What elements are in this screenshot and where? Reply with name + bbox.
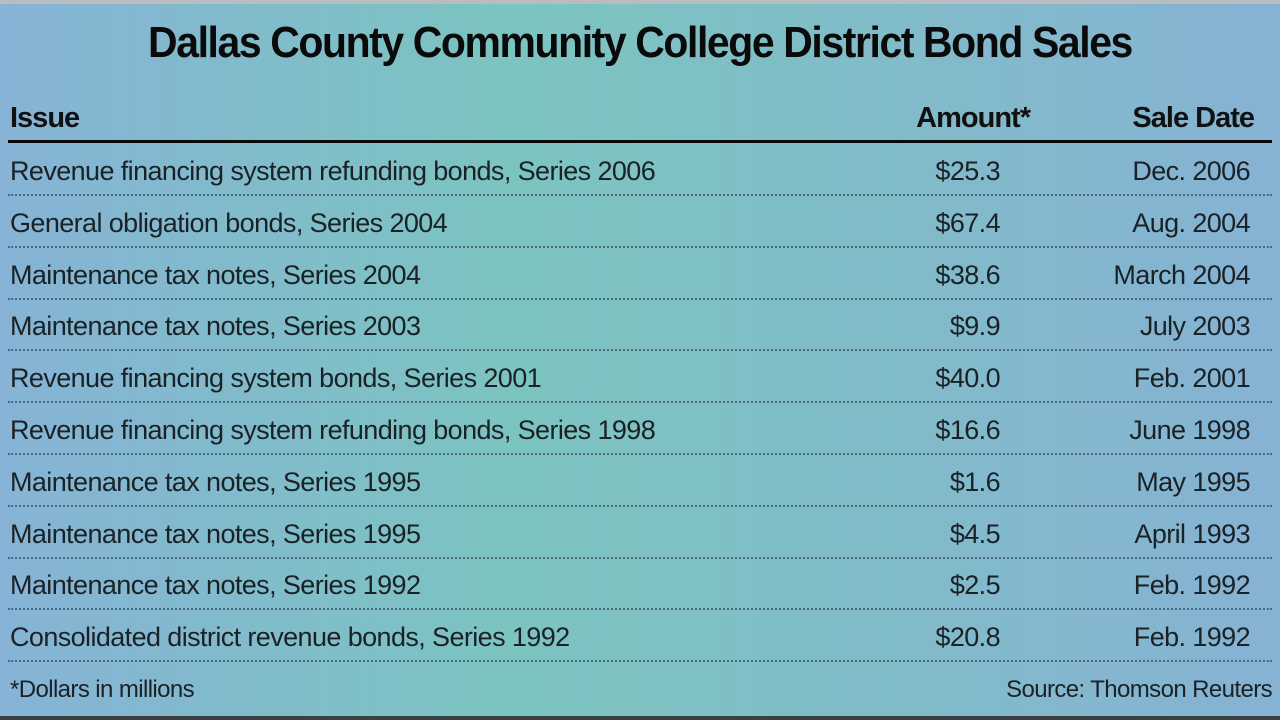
- cell-issue: Maintenance tax notes, Series 1995: [10, 518, 421, 549]
- header-rule: [8, 140, 1272, 143]
- footnote: *Dollars in millions: [10, 676, 195, 703]
- cell-issue: Revenue financing system refunding bonds…: [10, 415, 656, 445]
- column-header-issue: Issue: [10, 102, 80, 134]
- chart-title: Dallas County Community College District…: [148, 18, 1133, 67]
- cell-amount: $9.9: [949, 311, 1001, 342]
- table-row: Maintenance tax notes, Series 1992 $2.5 Fe…: [0, 558, 1280, 611]
- source-note: Source: Thomson Reuters: [1006, 676, 1273, 703]
- column-header-amount: Amount*: [916, 102, 1031, 134]
- cell-amount: $38.6: [935, 259, 1000, 290]
- cell-amount: $16.6: [935, 415, 1000, 445]
- table-row: Revenue financing system refunding bonds…: [0, 403, 1280, 455]
- cell-sale-date: March 2004: [1113, 259, 1250, 290]
- cell-sale-date: June 1998: [1129, 415, 1250, 445]
- row-divider: [8, 556, 1272, 559]
- table-row: Revenue financing system refunding bonds…: [0, 144, 1280, 196]
- table-row: General obligation bonds, Series 2004 $67…: [0, 196, 1280, 248]
- cell-issue: Revenue financing system bonds, Series 2…: [10, 363, 542, 394]
- cell-issue: Maintenance tax notes, Series 2004: [10, 259, 421, 290]
- cell-sale-date: Feb. 1992: [1133, 570, 1251, 601]
- table-row: Maintenance tax notes, Series 1995 $1.6 Ma…: [0, 455, 1280, 507]
- cell-sale-date: Dec. 2006: [1132, 156, 1250, 186]
- cell-amount: $1.6: [949, 466, 1001, 497]
- cell-issue: Maintenance tax notes, Series 2003: [10, 311, 421, 342]
- cell-sale-date: Feb. 1992: [1133, 622, 1251, 653]
- cell-amount: $20.8: [935, 622, 1000, 653]
- row-divider: [8, 297, 1272, 300]
- row-divider: [8, 349, 1272, 352]
- table-row: Maintenance tax notes, Series 2004 $38.6 M…: [0, 248, 1280, 300]
- cell-amount: $67.4: [935, 207, 1000, 238]
- row-divider: [8, 401, 1272, 404]
- table-row: Revenue financing system bonds, Series 2…: [0, 351, 1280, 404]
- cell-sale-date: April 1993: [1134, 518, 1250, 549]
- cell-sale-date: May 1995: [1136, 466, 1250, 497]
- cell-issue: Revenue financing system refunding bonds…: [10, 156, 656, 186]
- row-divider: [8, 504, 1272, 507]
- table-row: Maintenance tax notes, Series 2003 $9.9 Ju…: [0, 299, 1280, 352]
- bottom-border: [0, 716, 1280, 720]
- cell-amount: $40.0: [935, 363, 1000, 394]
- row-divider: [8, 453, 1272, 455]
- cell-issue: Maintenance tax notes, Series 1995: [10, 466, 421, 497]
- cell-issue: Consolidated district revenue bonds, Ser…: [10, 622, 570, 653]
- top-border: [0, 0, 1280, 4]
- row-divider: [8, 194, 1272, 196]
- cell-sale-date: Feb. 2001: [1133, 363, 1251, 394]
- cell-sale-date: July 2003: [1139, 311, 1251, 342]
- column-header-sale-date: Sale Date: [1132, 102, 1255, 134]
- row-divider: [8, 608, 1272, 611]
- cell-amount: $25.3: [935, 156, 1000, 186]
- table-row: Consolidated district revenue bonds, Ser…: [0, 610, 1280, 663]
- row-divider: [8, 245, 1272, 248]
- table-row: Maintenance tax notes, Series 1995 $4.5 Ap…: [0, 507, 1280, 559]
- cell-amount: $2.5: [949, 570, 1001, 601]
- row-divider: [8, 660, 1272, 663]
- cell-sale-date: Aug. 2004: [1132, 207, 1250, 238]
- cell-amount: $4.5: [949, 518, 1001, 549]
- cell-issue: Maintenance tax notes, Series 1992: [10, 570, 421, 601]
- cell-issue: General obligation bonds, Series 2004: [10, 207, 448, 238]
